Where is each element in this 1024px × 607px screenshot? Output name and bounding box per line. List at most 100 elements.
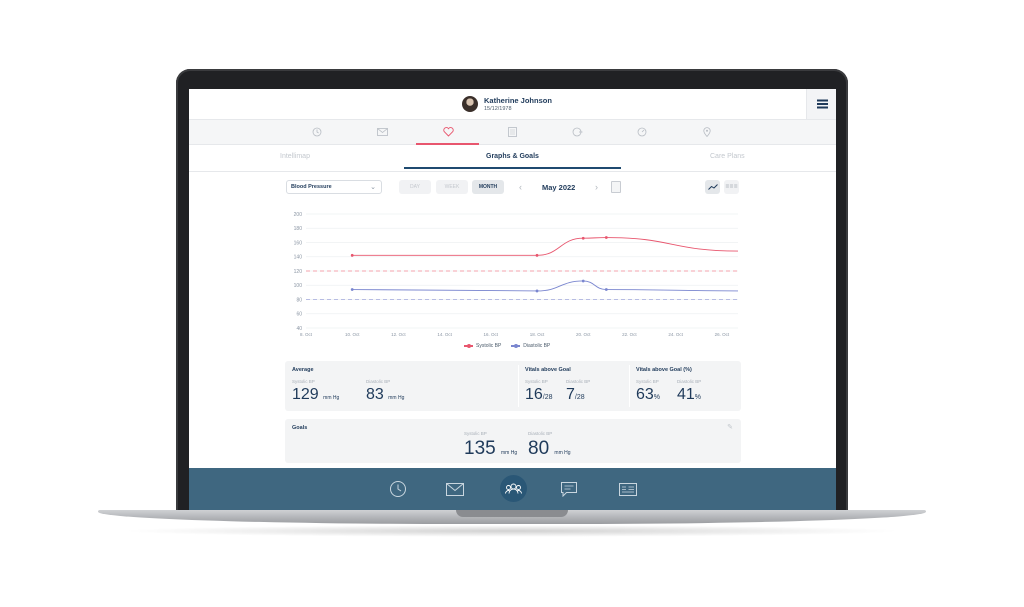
above-goal-systolic-value: 16/28 — [525, 386, 553, 403]
chevron-down-icon: ⌄ — [370, 184, 376, 191]
avatar[interactable] — [462, 96, 478, 112]
prev-month-button[interactable]: ‹ — [519, 182, 522, 192]
y-tick-label: 120 — [294, 269, 303, 275]
y-tick-label: 80 — [296, 297, 302, 303]
sub-tabs: Intellimap Graphs & Goals Care Plans — [189, 145, 836, 172]
app-header: Katherine Johnson 15/12/1978 — [189, 89, 836, 120]
x-tick-label: 24. Oct — [668, 332, 683, 337]
laptop-shadow — [120, 525, 904, 537]
diastolic-point — [350, 288, 354, 291]
x-tick-label: 20. Oct — [576, 332, 591, 337]
chart-legend: Systolic BP Diastolic BP — [464, 343, 550, 349]
average-diastolic-value: 83 mm Hg — [366, 386, 405, 403]
y-tick-label: 40 — [296, 326, 302, 332]
x-tick-label: 14. Oct — [437, 332, 452, 337]
goal-systolic-value: 135 mm Hg — [464, 438, 518, 459]
bp-line-chart: 40 60 80 100 120 140 160 180 200 8. Oct 10. Oct 12.… — [294, 212, 739, 337]
systolic-point — [604, 236, 608, 239]
y-tick-label: 100 — [294, 283, 303, 289]
patient-dob: 15/12/1978 — [484, 106, 512, 112]
id-card-icon[interactable] — [618, 479, 638, 499]
x-tick-label: 16. Oct — [484, 332, 499, 337]
systolic-line — [352, 237, 739, 256]
diastolic-point — [581, 279, 585, 283]
x-tick-label: 18. Oct — [530, 332, 545, 337]
legend-diastolic[interactable]: Diastolic BP — [511, 343, 550, 349]
goals-title: Goals — [292, 425, 308, 431]
period-week-button[interactable]: WEEK — [436, 180, 468, 194]
care-team-icon[interactable] — [500, 475, 527, 502]
legend-systolic-swatch — [464, 344, 473, 348]
above-goal-pct-diastolic-value: 41% — [677, 386, 702, 403]
tab-graphs-goals[interactable]: Graphs & Goals — [486, 153, 539, 160]
card-divider — [518, 365, 519, 407]
active-tab-underline — [404, 167, 621, 169]
heart-icon[interactable] — [441, 125, 455, 139]
diastolic-point — [535, 289, 539, 293]
above-goal-title: Vitals above Goal — [525, 367, 571, 373]
vital-select[interactable]: Blood Pressure ⌄ — [286, 180, 382, 194]
average-systolic-value: 129 mm Hg — [292, 386, 340, 403]
mail-icon[interactable] — [375, 125, 389, 139]
laptop-base — [98, 510, 926, 524]
x-tick-label: 10. Oct — [345, 332, 360, 337]
hamburger-icon — [816, 103, 828, 105]
food-icon[interactable] — [570, 125, 584, 139]
stats-card: Average Systolic BP 129 mm Hg Diastolic … — [285, 361, 741, 411]
above-goal-diastolic-label: Diastolic BP — [566, 379, 591, 384]
location-icon[interactable] — [700, 125, 714, 139]
legend-diastolic-label: Diastolic BP — [523, 343, 551, 349]
clock-icon[interactable] — [388, 479, 408, 499]
speed-icon[interactable] — [635, 125, 649, 139]
goal-diastolic-label: Diastolic BP — [528, 431, 553, 436]
app-screen: Katherine Johnson 15/12/1978 Intellimap — [189, 89, 836, 510]
period-day-button[interactable]: DAY — [399, 180, 431, 194]
vital-select-value: Blood Pressure — [291, 184, 332, 190]
average-systolic-label: Systolic BP — [292, 379, 315, 384]
legend-systolic-label: Systolic BP — [476, 343, 502, 349]
mail-icon[interactable] — [445, 479, 465, 499]
document-icon[interactable] — [505, 125, 519, 139]
y-tick-label: 200 — [294, 212, 303, 218]
goal-systolic-label: Systolic BP — [464, 431, 487, 436]
hamburger-menu-button[interactable] — [806, 89, 836, 119]
next-month-button[interactable]: › — [595, 182, 598, 192]
tab-care-plans[interactable]: Care Plans — [710, 153, 745, 160]
diastolic-line — [352, 280, 739, 292]
above-goal-pct-title: Vitals above Goal (%) — [636, 367, 692, 373]
bottom-nav — [189, 468, 836, 510]
chat-icon[interactable] — [559, 479, 579, 499]
month-label: May 2022 — [542, 183, 576, 192]
card-divider — [629, 365, 630, 407]
above-goal-pct-systolic-label: Systolic BP — [636, 379, 659, 384]
y-tick-label: 140 — [294, 255, 303, 261]
goal-diastolic-value: 80 mm Hg — [528, 438, 571, 459]
patient-name: Katherine Johnson — [484, 96, 552, 105]
systolic-point — [350, 253, 354, 257]
legend-systolic[interactable]: Systolic BP — [464, 343, 501, 349]
period-month-button[interactable]: MONTH — [472, 180, 504, 194]
systolic-point — [581, 236, 585, 240]
y-tick-label: 160 — [294, 240, 303, 246]
y-tick-label: 180 — [294, 226, 303, 232]
above-goal-diastolic-value: 7/28 — [566, 386, 585, 403]
diastolic-point — [604, 288, 608, 291]
y-tick-label: 60 — [296, 312, 302, 318]
tab-intellimap[interactable]: Intellimap — [280, 153, 310, 160]
above-goal-pct-diastolic-label: Diastolic BP — [677, 379, 702, 384]
chart-view-button[interactable] — [705, 180, 720, 194]
line-chart-icon — [707, 184, 718, 190]
average-title: Average — [292, 367, 314, 373]
systolic-point — [535, 253, 539, 257]
edit-pencil-icon[interactable]: ✎ — [727, 424, 733, 431]
clock-icon[interactable] — [310, 125, 324, 139]
above-goal-pct-systolic-value: 63% — [636, 386, 661, 403]
legend-diastolic-swatch — [511, 344, 521, 348]
x-tick-label: 12. Oct — [391, 332, 406, 337]
above-goal-systolic-label: Systolic BP — [525, 379, 548, 384]
calendar-icon[interactable] — [611, 181, 621, 193]
table-view-button[interactable]: ≣≣≣ — [724, 180, 739, 194]
active-section-indicator — [416, 143, 479, 145]
section-icon-bar — [189, 120, 836, 145]
x-tick-label: 22. Oct — [622, 332, 637, 337]
